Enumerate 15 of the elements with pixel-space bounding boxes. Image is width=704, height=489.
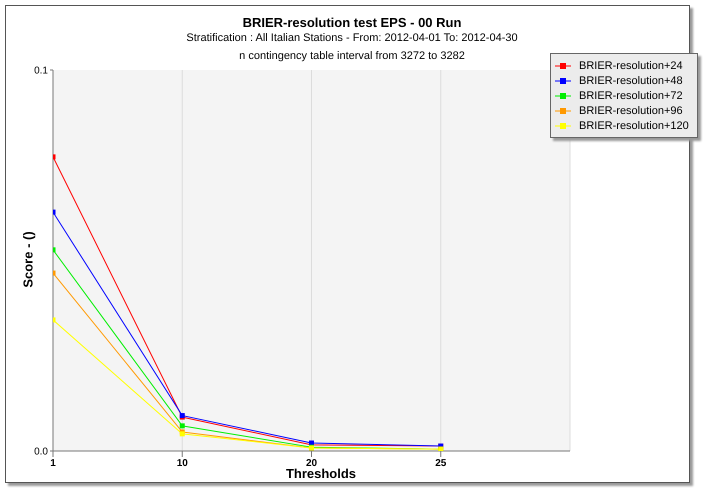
point <box>180 423 185 428</box>
y-tick-label: 0.0 <box>34 446 48 458</box>
x-tick-label: 25 <box>435 458 447 470</box>
legend-label: BRIER-resolution+48 <box>579 74 683 86</box>
x-tick-label: 10 <box>176 458 188 470</box>
y-tick-label: 0.1 <box>34 66 48 77</box>
legend-label: BRIER-resolution+96 <box>579 104 683 116</box>
x-tick-label: 1 <box>50 458 56 470</box>
chart-title: BRIER-resolution test EPS - 00 Run <box>242 15 462 30</box>
legend-label: BRIER-resolution+120 <box>579 120 689 132</box>
text: n contingency table interval from 3272 to 3282 <box>239 50 465 62</box>
y-axis-title: Score - () <box>20 231 36 288</box>
legend-label: BRIER-resolution+72 <box>579 90 683 102</box>
chart-subtitle: Stratification : All Italian Stations - From: 2012-04-01 To: 2012-04-30 <box>186 32 518 44</box>
legend-label: BRIER-resolution+24 <box>579 60 683 72</box>
